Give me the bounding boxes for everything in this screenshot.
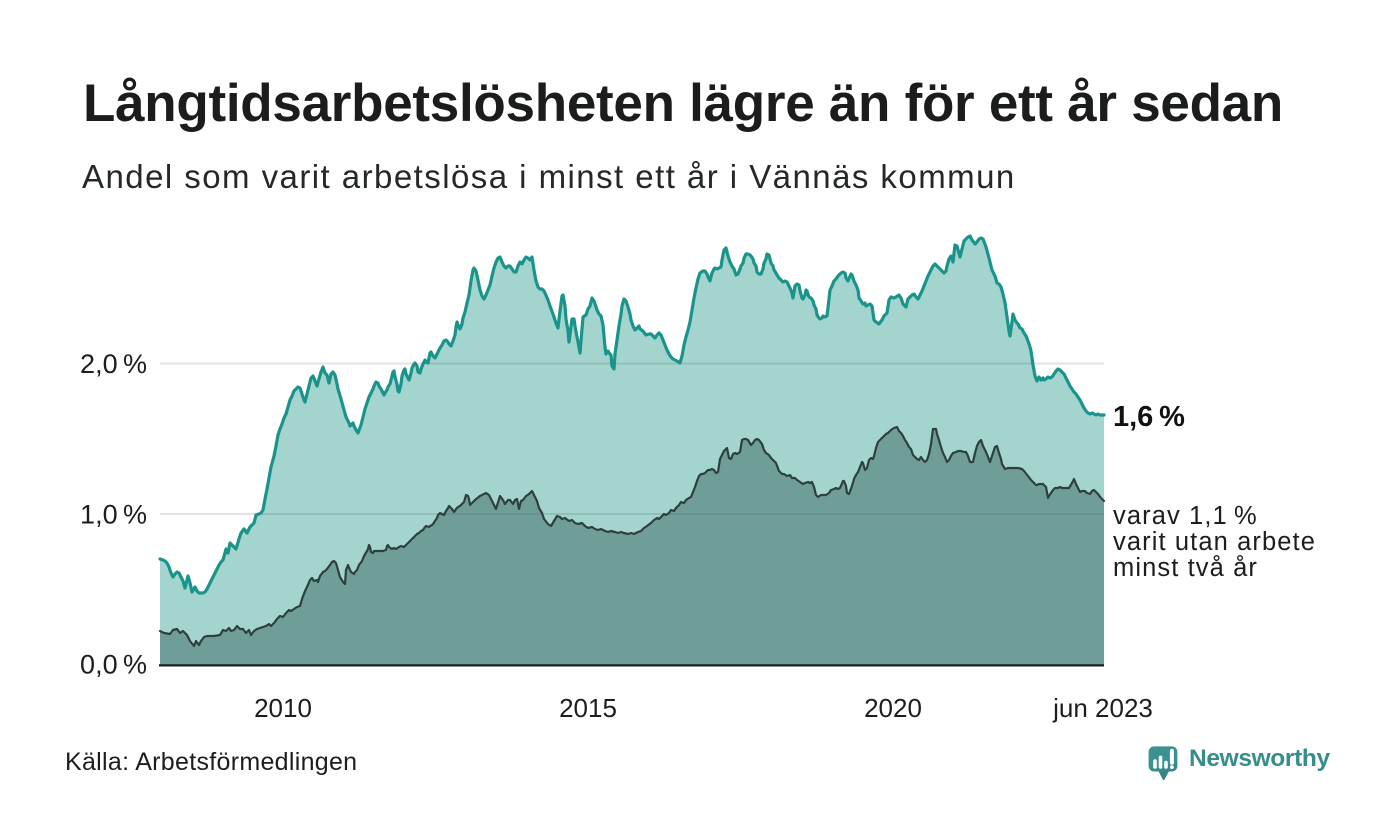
svg-text:2010: 2010	[254, 693, 312, 723]
svg-text:1,0 %: 1,0 %	[80, 500, 147, 530]
svg-text:2,0 %: 2,0 %	[80, 349, 147, 379]
svg-text:0,0 %: 0,0 %	[80, 650, 147, 680]
svg-text:2020: 2020	[864, 693, 922, 723]
svg-text:2015: 2015	[559, 693, 617, 723]
svg-text:jun 2023: jun 2023	[1052, 693, 1153, 723]
